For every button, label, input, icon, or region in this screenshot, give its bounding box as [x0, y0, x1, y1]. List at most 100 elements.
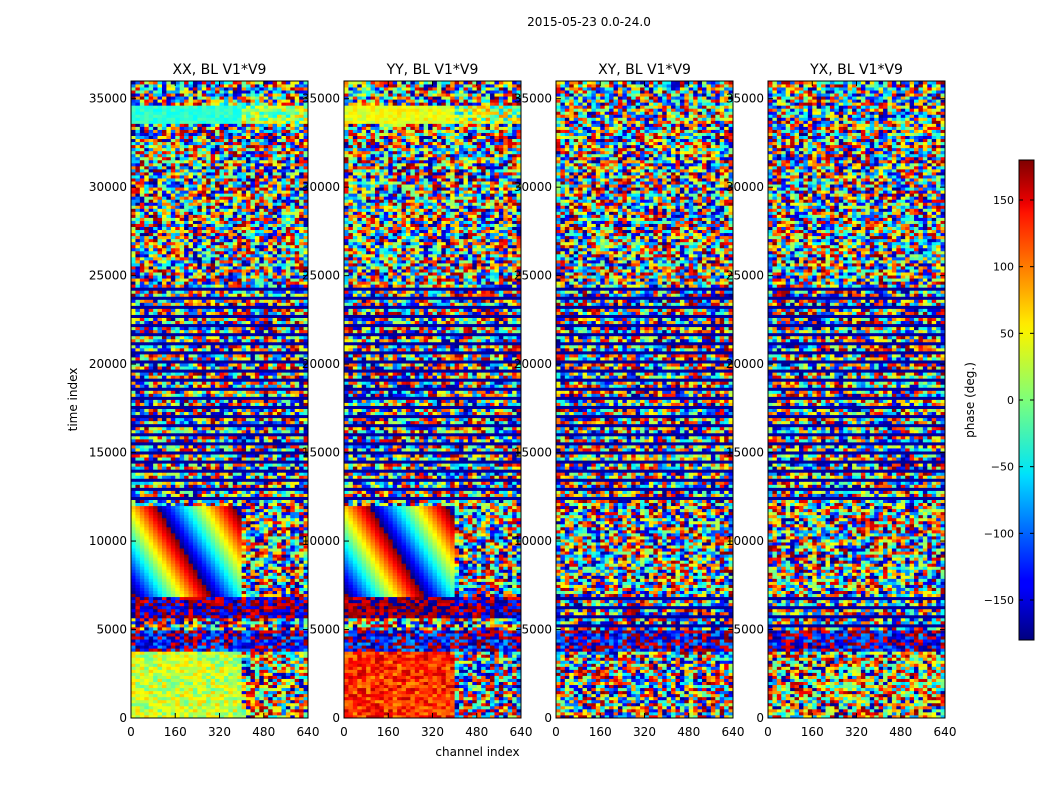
heatmap-cell [161, 475, 167, 479]
heatmap-cell [223, 493, 229, 497]
heatmap-cell [139, 338, 145, 343]
heatmap-cell [161, 617, 167, 622]
heatmap-cell [272, 490, 278, 494]
heatmap-cell [294, 405, 300, 409]
heatmap-cell [131, 630, 136, 634]
heatmap-cell [272, 651, 278, 655]
heatmap-cell [303, 542, 309, 546]
heatmap-cell [201, 708, 207, 713]
heatmap-cell [139, 463, 145, 467]
heatmap-cell [179, 372, 185, 376]
heatmap-cell [139, 520, 145, 525]
heatmap-cell [237, 617, 243, 622]
heatmap-cell [250, 426, 256, 431]
heatmap-cell [241, 408, 247, 413]
heatmap-cell [215, 660, 220, 664]
heatmap-cell [192, 599, 198, 604]
heatmap-cell [135, 526, 141, 531]
heatmap-cell [259, 642, 265, 646]
heatmap-cell [153, 581, 158, 585]
heatmap-cell [294, 696, 300, 701]
heatmap-cell [232, 493, 238, 497]
heatmap-cell [272, 593, 278, 598]
heatmap-cell [277, 587, 282, 591]
heatmap-cell [188, 460, 194, 464]
heatmap-cell [148, 399, 154, 403]
heatmap-cell [241, 372, 247, 376]
heatmap-cell [161, 587, 167, 591]
heatmap-cell [153, 557, 158, 561]
heatmap-cell [290, 636, 296, 640]
heatmap-cell [290, 466, 296, 470]
heatmap-cell [131, 672, 136, 676]
heatmap-cell [153, 435, 158, 440]
heatmap-cell [237, 481, 243, 485]
heatmap-cell [237, 554, 243, 558]
heatmap-cell [259, 651, 265, 655]
heatmap-cell [161, 393, 167, 397]
heatmap-cell [299, 554, 304, 558]
heatmap-cell [241, 581, 247, 585]
heatmap-cell [131, 657, 136, 661]
heatmap-cell [135, 560, 141, 564]
heatmap-cell [153, 405, 158, 409]
heatmap-cell [285, 572, 291, 576]
heatmap-cell [263, 693, 269, 698]
heatmap-cell [223, 529, 229, 534]
heatmap-cell [272, 441, 278, 446]
heatmap-cell [161, 369, 167, 373]
heatmap-cell [246, 642, 251, 646]
heatmap-cell [263, 651, 269, 655]
heatmap-cell [241, 675, 247, 679]
heatmap-cell [277, 678, 282, 682]
heatmap-cell [210, 645, 216, 649]
heatmap-cell [281, 469, 287, 473]
heatmap-cell [263, 711, 269, 716]
heatmap-cell [232, 423, 238, 428]
heatmap-cell [237, 441, 243, 446]
heatmap-cell [272, 569, 278, 573]
heatmap-cell [135, 569, 141, 573]
heatmap-cell [210, 630, 216, 634]
heatmap-cell [157, 405, 163, 409]
heatmap-cell [206, 714, 212, 719]
heatmap-cell [277, 536, 282, 540]
heatmap-cell [290, 369, 296, 373]
heatmap-cell [206, 593, 212, 598]
heatmap-cell [228, 642, 234, 646]
heatmap-cell [290, 684, 296, 689]
heatmap-cell [144, 581, 150, 585]
heatmap-cell [175, 623, 181, 628]
heatmap-cell [206, 578, 212, 582]
heatmap-cell [139, 511, 145, 516]
heatmap-cell [179, 508, 185, 513]
heatmap-cell [184, 363, 189, 367]
heatmap-cell [201, 505, 207, 510]
heatmap-cell [148, 363, 154, 367]
heatmap-cell [215, 566, 220, 570]
heatmap-cell [148, 514, 154, 519]
heatmap-cell [219, 593, 225, 598]
heatmap-cell [299, 608, 304, 613]
heatmap-cell [201, 426, 207, 431]
heatmap-cell [179, 623, 185, 628]
heatmap-cell [161, 578, 167, 582]
heatmap-cell [294, 705, 300, 710]
heatmap-cell [281, 611, 287, 616]
heatmap-cell [144, 490, 150, 494]
heatmap-cell [170, 432, 176, 437]
heatmap-cell [246, 617, 251, 622]
heatmap-cell [228, 587, 234, 591]
heatmap-cell [144, 648, 150, 652]
heatmap-cell [263, 363, 269, 367]
heatmap-cell [215, 387, 220, 391]
heatmap-cell [237, 705, 243, 710]
heatmap-cell [254, 627, 260, 631]
heatmap-cell [272, 405, 278, 409]
heatmap-cell [131, 463, 136, 467]
heatmap-cell [170, 623, 176, 628]
heatmap-cell [197, 529, 203, 534]
heatmap-cell [135, 711, 141, 716]
heatmap-cell [228, 435, 234, 440]
heatmap-cell [228, 344, 234, 349]
